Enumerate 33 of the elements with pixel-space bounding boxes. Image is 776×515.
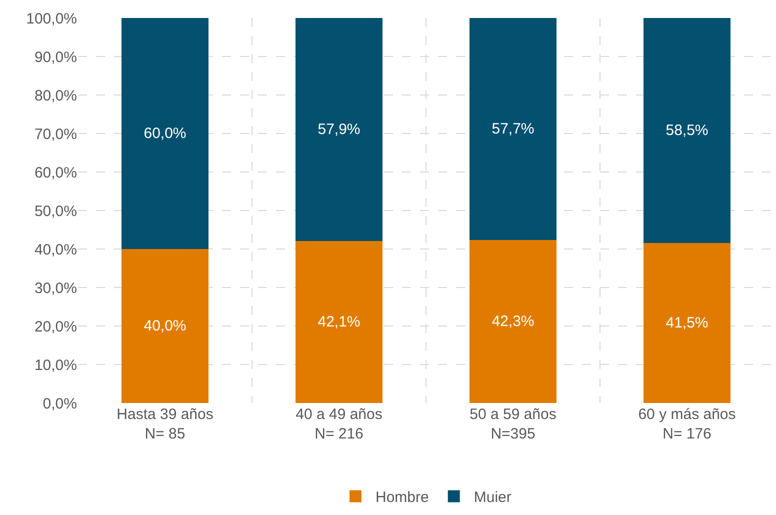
bar xyxy=(470,240,556,403)
bar xyxy=(296,18,382,241)
bar xyxy=(644,18,730,244)
data-label: 41,5% xyxy=(666,314,708,332)
bar xyxy=(470,18,556,240)
x-tick-label: 40 a 49 años N= 216 xyxy=(296,406,382,442)
x-tick-label: 60 y más años N= 176 xyxy=(638,406,736,442)
bar xyxy=(296,240,382,403)
y-tick-label: 40,0% xyxy=(34,241,77,258)
y-tick-label: 100,0% xyxy=(26,10,77,28)
y-tick-label: 70,0% xyxy=(34,126,77,143)
bar xyxy=(122,249,208,403)
y-tick-label: 90,0% xyxy=(34,48,77,66)
data-label: 60,0% xyxy=(144,125,186,142)
y-tick-label: 0,0% xyxy=(42,395,77,412)
data-label: 58,5% xyxy=(666,122,708,140)
data-label: 40,0% xyxy=(144,318,186,334)
y-tick-label: 30,0% xyxy=(34,280,77,297)
x-tick-label: 50 a 59 años N=395 xyxy=(470,406,556,442)
data-label: 57,9% xyxy=(318,120,360,138)
bar xyxy=(644,243,730,403)
data-label: 57,7% xyxy=(492,120,534,138)
data-label: 42,3% xyxy=(492,313,534,330)
x-tick-label: Hasta 39 años N= 85 xyxy=(116,406,214,442)
legend-label: Hombre xyxy=(376,489,429,506)
bar xyxy=(122,18,208,249)
y-tick-label: 80,0% xyxy=(34,87,77,104)
y-tick-label: 50,0% xyxy=(34,202,77,220)
legend-label: Muier xyxy=(474,489,512,506)
y-tick-label: 20,0% xyxy=(34,318,77,336)
y-tick-label: 10,0% xyxy=(34,356,77,374)
data-label: 42,1% xyxy=(318,313,360,330)
y-tick-label: 60,0% xyxy=(34,164,77,182)
